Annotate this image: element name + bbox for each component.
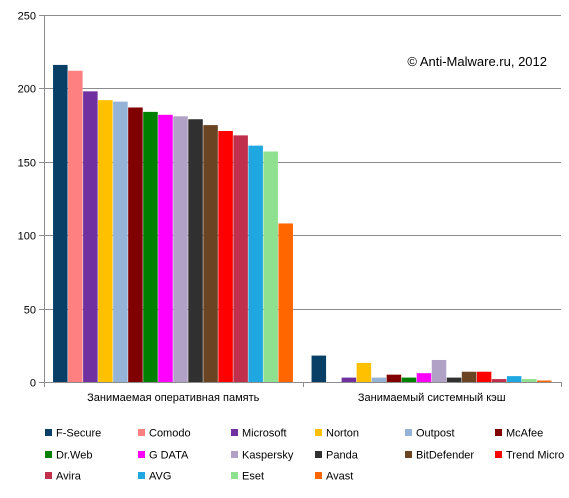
y-tick-label: 150 — [18, 158, 36, 170]
legend-swatch — [45, 451, 52, 458]
legend-swatch — [405, 451, 412, 458]
legend-label: Trend Micro — [506, 450, 564, 462]
legend-label: G DATA — [149, 450, 189, 462]
bar-g-data-1 — [416, 373, 432, 382]
legend-swatch — [495, 429, 502, 436]
legend: F-Secure Comodo Microsoft Norton Outpost McAf… — [45, 428, 564, 483]
bar-outpost-1 — [371, 377, 387, 382]
legend-swatch — [315, 472, 322, 479]
bar-trend-micro-0 — [218, 130, 233, 382]
legend-label: Kaspersky — [242, 450, 294, 462]
y-tick-label: 200 — [18, 84, 36, 96]
bar-f-secure-1 — [311, 355, 327, 382]
bars — [53, 64, 552, 383]
legend-label: Microsoft — [242, 428, 287, 440]
legend-label: Avast — [326, 471, 353, 483]
bar-avast-1 — [536, 380, 552, 382]
legend-swatch — [138, 429, 145, 436]
legend-swatch — [138, 451, 145, 458]
legend-swatch — [231, 472, 238, 479]
bar-panda-0 — [188, 119, 203, 382]
bar-outpost-0 — [113, 101, 128, 383]
legend-label: Eset — [242, 471, 264, 483]
y-tick-label: 250 — [18, 11, 36, 23]
bar-avg-0 — [248, 145, 263, 382]
x-category-label: Занимаемая оперативная память — [87, 392, 260, 404]
bar-kaspersky-1 — [431, 359, 447, 382]
bar-norton-1 — [356, 362, 372, 382]
bar-kaspersky-0 — [173, 116, 188, 382]
bar-avg-1 — [506, 376, 522, 382]
bar-mcafee-0 — [128, 107, 143, 382]
legend-swatch — [315, 429, 322, 436]
axes — [39, 15, 562, 387]
bar-panda-1 — [446, 377, 462, 382]
bar-g-data-0 — [158, 114, 173, 382]
bar-comodo-0 — [68, 70, 83, 382]
bar-eset-1 — [521, 379, 537, 382]
legend-swatch — [138, 472, 145, 479]
legend-swatch — [45, 472, 52, 479]
y-tick-label: 0 — [30, 378, 36, 390]
legend-swatch — [45, 429, 52, 436]
legend-swatch — [495, 451, 502, 458]
bar-microsoft-1 — [341, 377, 357, 382]
legend-swatch — [231, 429, 238, 436]
bar-bitdefender-0 — [203, 125, 218, 382]
y-tick-label: 100 — [18, 231, 36, 243]
bar-dr-web-1 — [401, 377, 417, 382]
legend-label: AVG — [149, 471, 171, 483]
legend-label: Panda — [326, 450, 359, 462]
legend-swatch — [405, 429, 412, 436]
legend-swatch — [315, 451, 322, 458]
bar-mcafee-1 — [386, 374, 402, 382]
x-category-label: Занимаемый системный кэш — [358, 392, 506, 404]
y-tick-label: 50 — [24, 305, 36, 317]
bar-bitdefender-1 — [461, 371, 477, 382]
bar-avast-0 — [278, 223, 293, 382]
bar-avira-0 — [233, 135, 248, 382]
legend-label: BitDefender — [416, 450, 474, 462]
axis-labels: 0 50 100 150 200 250 Занимаемая оперативная па… — [18, 11, 506, 405]
legend-label: Outpost — [416, 428, 455, 440]
copyright-annotation: © Anti-Malware.ru, 2012 — [407, 54, 547, 69]
legend-label: Norton — [326, 428, 359, 440]
bar-norton-0 — [98, 100, 113, 382]
bar-trend-micro-1 — [476, 371, 492, 382]
bar-eset-0 — [263, 151, 278, 382]
legend-label: F-Secure — [56, 428, 101, 440]
bar-dr-web-0 — [143, 111, 158, 382]
legend-swatch — [231, 451, 238, 458]
legend-label: Avira — [56, 471, 82, 483]
bar-microsoft-0 — [83, 91, 98, 382]
legend-label: Dr.Web — [56, 450, 92, 462]
bar-f-secure-0 — [53, 64, 68, 382]
bar-avira-1 — [491, 379, 507, 382]
legend-label: McAfee — [506, 428, 543, 440]
legend-label: Comodo — [149, 428, 191, 440]
